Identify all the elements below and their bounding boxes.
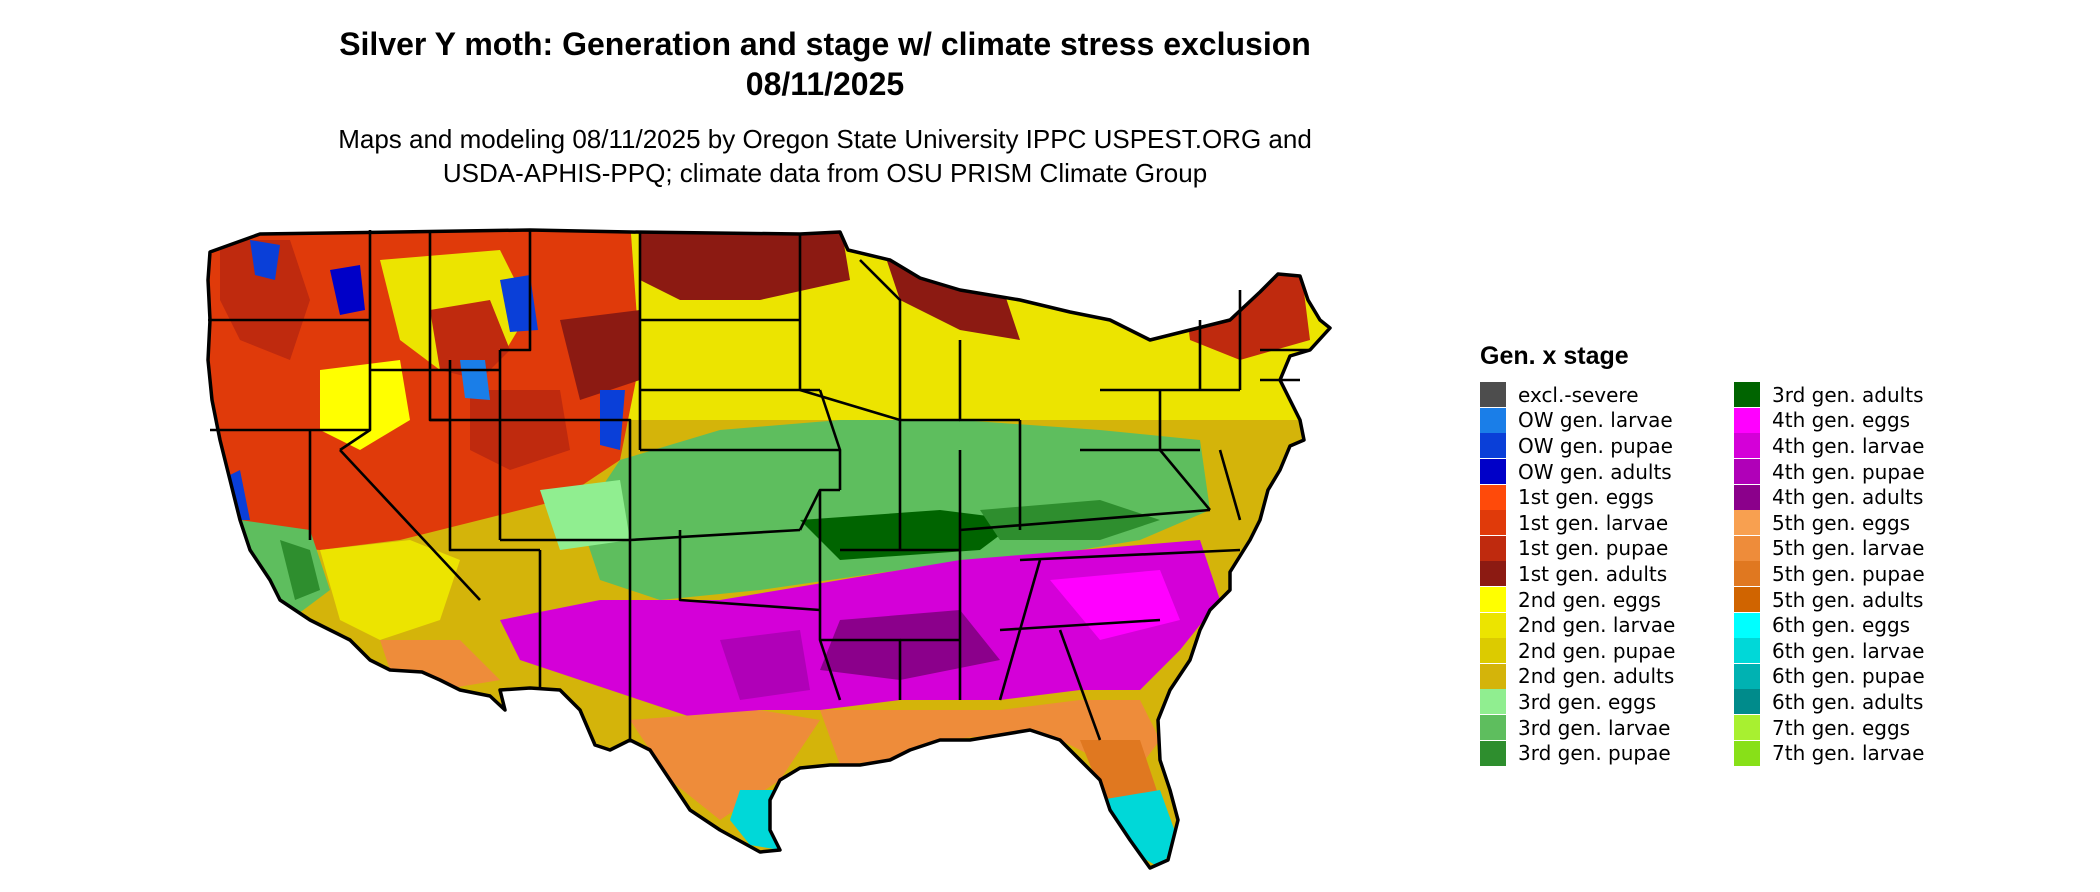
legend-swatch [1480,740,1506,766]
legend-label: 5th gen. eggs [1772,510,1911,535]
legend-label: 2nd gen. adults [1518,664,1675,689]
map-title-line2: 08/11/2025 [745,66,905,102]
legend-item: 3rd gen. pupae [1480,740,1734,766]
legend-label: 7th gen. larvae [1772,741,1925,766]
legend-item: OW gen. larvae [1480,407,1734,434]
legend-swatch [1480,638,1506,664]
legend-label: 6th gen. pupae [1772,664,1925,689]
legend-label: 7th gen. eggs [1772,715,1911,740]
legend-label: 2nd gen. eggs [1518,587,1661,612]
legend-item: 1st gen. eggs [1480,484,1734,510]
legend-label: excl.-severe [1518,382,1639,407]
map-subtitle-line2: USDA-APHIS-PPQ; climate data from OSU PR… [442,158,1208,188]
legend-swatch [1480,689,1506,715]
legend-label: 5th gen. adults [1772,587,1924,612]
legend-label: 4th gen. larvae [1772,433,1925,458]
legend-label: 3rd gen. larvae [1518,715,1671,740]
legend-item: OW gen. adults [1480,459,1734,485]
legend-swatch [1734,740,1760,766]
legend-swatch [1480,587,1506,613]
legend-item: 6th gen. larvae [1734,638,1964,664]
legend-swatch [1480,561,1506,587]
legend-swatch [1734,612,1760,638]
legend-label: 4th gen. eggs [1772,408,1911,433]
legend-item: 6th gen. pupae [1734,663,1964,690]
legend-item: 1st gen. adults [1480,561,1734,587]
legend-item: 6th gen. adults [1734,689,1964,715]
legend-label: 6th gen. adults [1772,689,1924,714]
legend-swatch [1480,612,1506,638]
legend-swatch [1734,407,1760,433]
legend-label: OW gen. adults [1518,459,1672,484]
legend-item: 3rd gen. larvae [1480,715,1734,741]
legend-item: 5th gen. pupae [1734,561,1964,587]
legend-item: 2nd gen. adults [1480,663,1734,690]
legend-label: OW gen. pupae [1518,433,1673,458]
legend-swatch [1480,510,1506,536]
legend-title: Gen. x stage [1480,342,1629,370]
map-subtitle-line1: Maps and modeling 08/11/2025 by Oregon S… [338,124,1312,154]
legend-item: 4th gen. eggs [1734,407,1964,434]
legend-label: 2nd gen. larvae [1518,613,1676,638]
legend-label: 1st gen. adults [1518,561,1668,586]
legend-swatch [1734,535,1760,561]
legend-swatch [1734,663,1760,689]
map-title-line1: Silver Y moth: Generation and stage w/ c… [339,26,1311,62]
us-generation-map [206,228,1332,870]
legend-swatch [1480,382,1506,408]
legend-label: 6th gen. eggs [1772,613,1911,638]
legend-item: 2nd gen. larvae [1480,612,1734,638]
legend-label: 6th gen. larvae [1772,638,1925,663]
legend-item: 5th gen. larvae [1734,535,1964,562]
legend-swatch [1734,638,1760,664]
legend-swatch [1480,459,1506,485]
legend-item: 1st gen. pupae [1480,535,1734,562]
legend-label: 3rd gen. adults [1772,382,1924,407]
legend-item: 2nd gen. pupae [1480,638,1734,664]
legend-swatch [1734,561,1760,587]
legend-swatch [1734,382,1760,408]
legend-item: 3rd gen. eggs [1480,689,1734,715]
legend-swatch [1734,715,1760,741]
legend-swatch [1480,715,1506,741]
legend-item: 2nd gen. eggs [1480,587,1734,613]
legend-item: 4th gen. adults [1734,484,1964,510]
legend-swatch [1480,535,1506,561]
legend-label: 5th gen. larvae [1772,536,1925,561]
legend-item: OW gen. pupae [1480,433,1734,459]
legend-swatch [1734,459,1760,485]
legend-swatch [1480,663,1506,689]
legend-label: 2nd gen. pupae [1518,638,1676,663]
legend-label: 1st gen. larvae [1518,510,1669,535]
legend-swatch [1734,510,1760,536]
legend-swatch [1480,407,1506,433]
legend-item: 7th gen. eggs [1734,715,1964,741]
legend-label: 3rd gen. pupae [1518,741,1671,766]
legend-item: 4th gen. larvae [1734,433,1964,459]
legend-item: 5th gen. eggs [1734,510,1964,536]
legend-swatch [1480,484,1506,510]
legend-item: excl.-severe [1480,382,1734,408]
legend-label: OW gen. larvae [1518,408,1673,433]
legend-swatch [1734,587,1760,613]
legend-label: 5th gen. pupae [1772,561,1925,586]
legend-label: 1st gen. pupae [1518,536,1669,561]
legend-swatch [1734,484,1760,510]
legend-item: 3rd gen. adults [1734,382,1964,408]
legend-item: 4th gen. pupae [1734,459,1964,485]
legend-item: 1st gen. larvae [1480,510,1734,536]
legend-label: 4th gen. adults [1772,485,1924,510]
legend-swatch [1734,433,1760,459]
legend-swatch [1734,689,1760,715]
legend-label: 1st gen. eggs [1518,485,1654,510]
legend-label: 3rd gen. eggs [1518,689,1657,714]
legend-label: 4th gen. pupae [1772,459,1925,484]
legend-item: 6th gen. eggs [1734,612,1964,638]
legend-swatch [1480,433,1506,459]
legend-item: 7th gen. larvae [1734,740,1964,766]
legend-item: 5th gen. adults [1734,587,1964,613]
legend: excl.-severe OW gen. larvae OW gen. pupae O… [1480,382,1964,766]
